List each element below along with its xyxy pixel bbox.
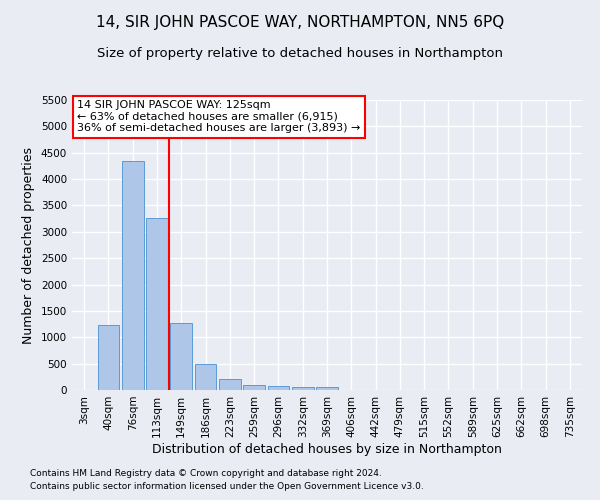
Text: Size of property relative to detached houses in Northampton: Size of property relative to detached ho…: [97, 48, 503, 60]
Bar: [170, 323, 192, 390]
Bar: [146, 218, 168, 390]
Bar: [122, 161, 143, 390]
Bar: [194, 364, 217, 390]
Text: Contains public sector information licensed under the Open Government Licence v3: Contains public sector information licen…: [30, 482, 424, 491]
X-axis label: Distribution of detached houses by size in Northampton: Distribution of detached houses by size …: [152, 442, 502, 456]
Bar: [243, 386, 265, 390]
Y-axis label: Number of detached properties: Number of detached properties: [22, 146, 35, 344]
Bar: [292, 387, 314, 390]
Text: 14 SIR JOHN PASCOE WAY: 125sqm
← 63% of detached houses are smaller (6,915)
36% : 14 SIR JOHN PASCOE WAY: 125sqm ← 63% of …: [77, 100, 361, 133]
Bar: [219, 379, 241, 390]
Text: 14, SIR JOHN PASCOE WAY, NORTHAMPTON, NN5 6PQ: 14, SIR JOHN PASCOE WAY, NORTHAMPTON, NN…: [96, 15, 504, 30]
Bar: [268, 386, 289, 390]
Bar: [97, 325, 119, 390]
Text: Contains HM Land Registry data © Crown copyright and database right 2024.: Contains HM Land Registry data © Crown c…: [30, 468, 382, 477]
Bar: [316, 387, 338, 390]
